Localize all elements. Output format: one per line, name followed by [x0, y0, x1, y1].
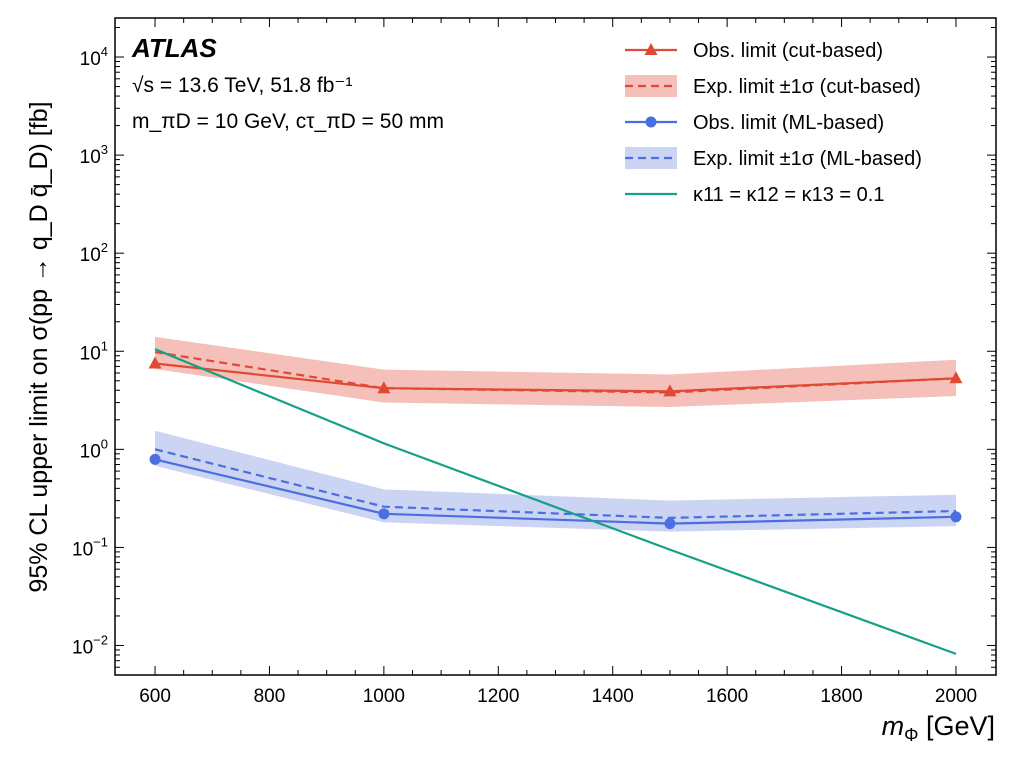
series-line-0	[154, 362, 957, 393]
legend-label: Exp. limit ±1σ (cut-based)	[693, 76, 921, 98]
legend-entry-0: Obs. limit (cut-based)	[625, 40, 883, 62]
legend-entry-4: κ11 = κ12 = κ13 = 0.1	[625, 184, 884, 206]
y-tick-label: 102	[80, 240, 108, 266]
x-axis-label-unit: [GeV]	[918, 711, 995, 741]
series-markers	[148, 356, 963, 530]
uncertainty-bands	[155, 336, 956, 532]
y-tick-label: 103	[80, 142, 108, 168]
series-line-4	[154, 348, 957, 655]
axis-ticks	[115, 18, 996, 676]
point-0-0	[148, 356, 162, 369]
band-1	[155, 336, 956, 407]
x-axis-label: mΦ [GeV]	[882, 711, 995, 745]
energy-lumi-label: √s = 13.6 TeV, 51.8 fb⁻¹	[132, 74, 353, 97]
y-tick-label: 104	[80, 44, 108, 70]
legend-label: Obs. limit (cut-based)	[693, 40, 883, 62]
x-tick-label: 1000	[363, 686, 405, 707]
y-tick-label: 10−1	[72, 534, 108, 560]
y-tick-label: 10−2	[72, 632, 108, 658]
series-line-3	[154, 448, 957, 520]
series-line-2	[154, 458, 957, 525]
x-tick-label: 800	[254, 686, 286, 707]
point-2-0	[149, 453, 161, 465]
point-2-2	[664, 518, 676, 530]
y-axis-label: 95% CL upper limit on σ(pp → q_D q̄_D) […	[25, 101, 53, 592]
axis-tick-labels: 600 800 1000 1200 1400 1600 1800 2000 10−2 10−1 10…	[72, 44, 977, 707]
x-tick-label: 1800	[820, 686, 862, 707]
x-tick-label: 2000	[935, 686, 977, 707]
point-0-3	[949, 371, 963, 384]
point-0-1	[377, 381, 391, 394]
x-tick-label: 1600	[706, 686, 748, 707]
x-tick-label: 1400	[592, 686, 634, 707]
legend-entry-3: Exp. limit ±1σ (ML-based)	[625, 147, 922, 170]
x-tick-label: 1200	[477, 686, 519, 707]
x-axis-label-sub: Φ	[904, 725, 918, 745]
model-params-label: m_πD = 10 GeV, cτ_πD = 50 mm	[132, 110, 444, 133]
x-tick-label: 600	[139, 686, 171, 707]
point-2-3	[950, 511, 962, 523]
legend-entry-2: Obs. limit (ML-based)	[625, 112, 884, 134]
band-3	[155, 430, 956, 532]
legend: Obs. limit (cut-based) Exp. limit ±1σ (cu…	[625, 40, 922, 206]
point-0-2	[663, 384, 677, 397]
legend-entry-1: Exp. limit ±1σ (cut-based)	[625, 75, 921, 98]
legend-swatch-marker	[645, 116, 657, 128]
legend-label: κ11 = κ12 = κ13 = 0.1	[693, 184, 884, 206]
x-axis-label-main: m	[882, 711, 905, 741]
legend-label: Obs. limit (ML-based)	[693, 112, 884, 134]
legend-label: Exp. limit ±1σ (ML-based)	[693, 148, 922, 170]
atlas-label: ATLAS	[131, 33, 217, 63]
y-tick-label: 101	[80, 338, 108, 364]
point-2-1	[378, 508, 390, 520]
y-tick-label: 100	[80, 436, 108, 462]
legend-swatch-marker	[644, 43, 658, 55]
series-lines	[154, 348, 957, 655]
